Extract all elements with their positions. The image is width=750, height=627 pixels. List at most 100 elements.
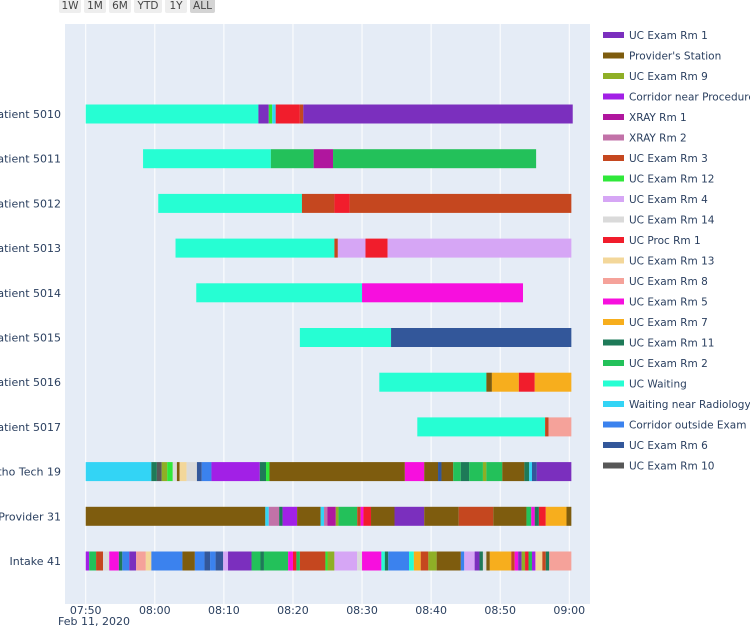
bar-segment-corridor-outside-exam-6[interactable]: Corridor outside Exam 6 <box>151 551 183 571</box>
legend-item-provider-s-station[interactable]: Provider's Station <box>603 51 721 63</box>
bar-segment-uc-proc-rm-1[interactable]: UC Proc Rm 1 <box>292 551 297 571</box>
bar-segment-uc-exam-rm-4[interactable]: UC Exam Rm 4 <box>464 551 475 571</box>
bar-segment-uc-exam-rm-6[interactable]: UC Exam Rm 6 <box>438 462 442 482</box>
bar-segment-corridor-outside-exam-6[interactable]: Corridor outside Exam 6 <box>122 551 130 571</box>
bar-segment-provider-s-station[interactable]: Provider's Station <box>269 462 405 482</box>
bar-segment-uc-exam-rm-12[interactable]: UC Exam Rm 12 <box>266 462 270 482</box>
legend-item-uc-exam-rm-14[interactable]: UC Exam Rm 14 <box>603 215 715 227</box>
bar-segment-uc-exam-rm-14[interactable]: UC Exam Rm 14 <box>172 462 177 482</box>
legend-item-uc-exam-rm-12[interactable]: UC Exam Rm 12 <box>603 174 714 186</box>
bar-segment-uc-exam-rm-9[interactable]: UC Exam Rm 9 <box>482 462 487 482</box>
range-button-ytd[interactable]: YTD <box>134 0 162 13</box>
bar-segment-uc-exam-rm-11[interactable]: UC Exam Rm 11 <box>460 462 470 482</box>
legend-item-uc-exam-rm-7[interactable]: UC Exam Rm 7 <box>603 317 708 329</box>
bar-segment-uc-exam-rm-3[interactable]: UC Exam Rm 3 <box>420 551 429 571</box>
bar-segment-uc-exam-rm-10[interactable]: UC Exam Rm 10 <box>156 462 162 482</box>
bar-segment-uc-exam-rm-12[interactable]: UC Exam Rm 12 <box>167 462 173 482</box>
legend-item-uc-exam-rm-1[interactable]: UC Exam Rm 1 <box>603 30 708 42</box>
range-button-all[interactable]: ALL <box>190 0 215 13</box>
bar-segment-uc-exam-rm-2[interactable]: UC Exam Rm 2 <box>469 462 483 482</box>
bar-segment-uc-waiting[interactable]: UC Waiting <box>379 372 487 392</box>
bar-segment-uc-exam-rm-5[interactable]: UC Exam Rm 5 <box>109 551 119 571</box>
bar-segment-uc-exam-rm-7[interactable]: UC Exam Rm 7 <box>545 506 567 526</box>
bar-segment-xray-rm-1[interactable]: XRAY Rm 1 <box>327 506 336 526</box>
bar-segment-uc-exam-rm-11[interactable]: UC Exam Rm 11 <box>545 551 550 571</box>
bar-segment-xray-rm-2[interactable]: XRAY Rm 2 <box>268 506 280 526</box>
bar-segment-corridor-near-procedure-1-2[interactable]: Corridor near Procedure 1-2 <box>85 551 90 571</box>
bar-segment-uc-proc-rm-1[interactable]: UC Proc Rm 1 <box>525 551 529 571</box>
bar-segment-uc-exam-rm-7[interactable]: UC Exam Rm 7 <box>491 372 519 392</box>
legend-item-corridor-outside-exam-6[interactable]: Corridor outside Exam 6 <box>603 420 750 432</box>
bar-segment-uc-exam-rm-3[interactable]: UC Exam Rm 3 <box>542 551 546 571</box>
bar-segment-uc-exam-rm-11[interactable]: UC Exam Rm 11 <box>384 551 389 571</box>
legend-item-corridor-near-procedure-1-2[interactable]: Corridor near Procedure 1-2 <box>603 92 750 104</box>
bar-segment-provider-s-station[interactable]: Provider's Station <box>441 462 454 482</box>
range-button-6m[interactable]: 6M <box>109 0 131 13</box>
bar-segment-uc-exam-rm-9[interactable]: UC Exam Rm 9 <box>161 462 168 482</box>
range-button-1m[interactable]: 1M <box>84 0 106 13</box>
bar-segment-provider-s-station[interactable]: Provider's Station <box>424 506 459 526</box>
bar-segment-uc-exam-rm-2[interactable]: UC Exam Rm 2 <box>453 462 461 482</box>
bar-segment-uc-exam-rm-7[interactable]: UC Exam Rm 7 <box>534 372 572 392</box>
legend-item-uc-exam-rm-8[interactable]: UC Exam Rm 8 <box>603 276 708 288</box>
bar-segment-uc-exam-rm-9[interactable]: UC Exam Rm 9 <box>335 506 339 526</box>
bar-segment-uc-exam-rm-14[interactable]: UC Exam Rm 14 <box>482 551 487 571</box>
bar-segment-uc-exam-rm-5[interactable]: UC Exam Rm 5 <box>360 506 364 526</box>
bar-segment-uc-exam-rm-1[interactable]: UC Exam Rm 1 <box>258 104 269 124</box>
bar-segment-provider-s-station[interactable]: Provider's Station <box>297 506 321 526</box>
bar-segment-xray-rm-2[interactable]: XRAY Rm 2 <box>324 506 328 526</box>
bar-segment-uc-exam-rm-9[interactable]: UC Exam Rm 9 <box>428 551 437 571</box>
bar-segment-uc-waiting[interactable]: UC Waiting <box>143 149 271 169</box>
bar-segment-uc-exam-rm-4[interactable]: UC Exam Rm 4 <box>223 551 229 571</box>
bar-segment-uc-exam-rm-4[interactable]: UC Exam Rm 4 <box>334 551 358 571</box>
bar-segment-provider-s-station[interactable]: Provider's Station <box>424 462 439 482</box>
bar-segment-uc-exam-rm-1[interactable]: UC Exam Rm 1 <box>228 551 252 571</box>
bar-segment-uc-waiting[interactable]: UC Waiting <box>175 238 335 258</box>
bar-segment-provider-s-station[interactable]: Provider's Station <box>85 506 266 526</box>
bar-segment-uc-waiting[interactable]: UC Waiting <box>299 328 392 347</box>
bar-segment-uc-exam-rm-2[interactable]: UC Exam Rm 2 <box>526 506 532 526</box>
bar-segment-uc-exam-rm-3[interactable]: UC Exam Rm 3 <box>96 551 103 571</box>
legend-item-xray-rm-2[interactable]: XRAY Rm 2 <box>603 133 687 145</box>
bar-segment-uc-exam-rm-2[interactable]: UC Exam Rm 2 <box>296 551 300 571</box>
bar-segment-uc-exam-rm-11[interactable]: UC Exam Rm 11 <box>151 462 157 482</box>
legend-item-uc-waiting[interactable]: UC Waiting <box>603 379 687 391</box>
legend-item-uc-proc-rm-1[interactable]: UC Proc Rm 1 <box>603 235 701 247</box>
bar-segment-uc-exam-rm-7[interactable]: UC Exam Rm 7 <box>413 551 421 571</box>
legend-item-uc-exam-rm-3[interactable]: UC Exam Rm 3 <box>603 153 708 165</box>
bar-segment-uc-exam-rm-2[interactable]: UC Exam Rm 2 <box>270 149 314 169</box>
bar-segment-uc-exam-rm-14[interactable]: UC Exam Rm 14 <box>357 551 363 571</box>
range-button-1w[interactable]: 1W <box>59 0 81 13</box>
bar-segment-uc-proc-rm-1[interactable]: UC Proc Rm 1 <box>518 372 535 392</box>
bar-segment-uc-exam-rm-3[interactable]: UC Exam Rm 3 <box>545 417 549 437</box>
bar-segment-uc-exam-rm-5[interactable]: UC Exam Rm 5 <box>404 462 425 482</box>
bar-segment-uc-exam-rm-3[interactable]: UC Exam Rm 3 <box>511 551 515 571</box>
bar-segment-uc-exam-rm-11[interactable]: UC Exam Rm 11 <box>259 462 267 482</box>
bar-segment-provider-s-station[interactable]: Provider's Station <box>486 551 490 571</box>
bar-segment-provider-s-station[interactable]: Provider's Station <box>566 506 572 526</box>
bar-segment-uc-exam-rm-13[interactable]: UC Exam Rm 13 <box>535 551 543 571</box>
bar-segment-uc-exam-rm-2[interactable]: UC Exam Rm 2 <box>251 551 261 571</box>
bar-segment-uc-exam-rm-7[interactable]: UC Exam Rm 7 <box>489 551 512 571</box>
bar-segment-corridor-near-procedure-1-2[interactable]: Corridor near Procedure 1-2 <box>211 462 260 482</box>
bar-segment-corridor-near-procedure-1-2[interactable]: Corridor near Procedure 1-2 <box>282 506 298 526</box>
bar-segment-uc-exam-rm-13[interactable]: UC Exam Rm 13 <box>179 462 187 482</box>
bar-segment-uc-exam-rm-3[interactable]: UC Exam Rm 3 <box>334 238 338 258</box>
bar-segment-xray-rm-1[interactable]: XRAY Rm 1 <box>313 149 334 169</box>
legend-item-uc-exam-rm-4[interactable]: UC Exam Rm 4 <box>603 194 708 206</box>
bar-segment-uc-exam-rm-3[interactable]: UC Exam Rm 3 <box>357 506 361 526</box>
bar-segment-uc-proc-rm-1[interactable]: UC Proc Rm 1 <box>363 506 372 526</box>
bar-segment-uc-exam-rm-1[interactable]: UC Exam Rm 1 <box>474 551 480 571</box>
bar-segment-uc-exam-rm-14[interactable]: UC Exam Rm 14 <box>186 462 197 482</box>
legend-item-xray-rm-1[interactable]: XRAY Rm 1 <box>603 112 687 124</box>
bar-segment-uc-exam-rm-1[interactable]: UC Exam Rm 1 <box>518 551 522 571</box>
bar-segment-waiting-near-radiology-1-3[interactable]: Waiting near Radiology 1-3 <box>320 506 325 526</box>
bar-segment-uc-exam-rm-8[interactable]: UC Exam Rm 8 <box>549 551 572 571</box>
bar-segment-uc-exam-rm-2[interactable]: UC Exam Rm 2 <box>486 462 503 482</box>
bar-segment-uc-exam-rm-8[interactable]: UC Exam Rm 8 <box>136 551 146 571</box>
bar-segment-provider-s-station[interactable]: Provider's Station <box>493 506 527 526</box>
bar-segment-uc-exam-rm-2[interactable]: UC Exam Rm 2 <box>333 149 537 169</box>
bar-segment-uc-waiting[interactable]: UC Waiting <box>417 417 546 437</box>
bar-segment-uc-waiting[interactable]: UC Waiting <box>381 551 385 571</box>
bar-segment-uc-exam-rm-12[interactable]: UC Exam Rm 12 <box>268 104 273 124</box>
